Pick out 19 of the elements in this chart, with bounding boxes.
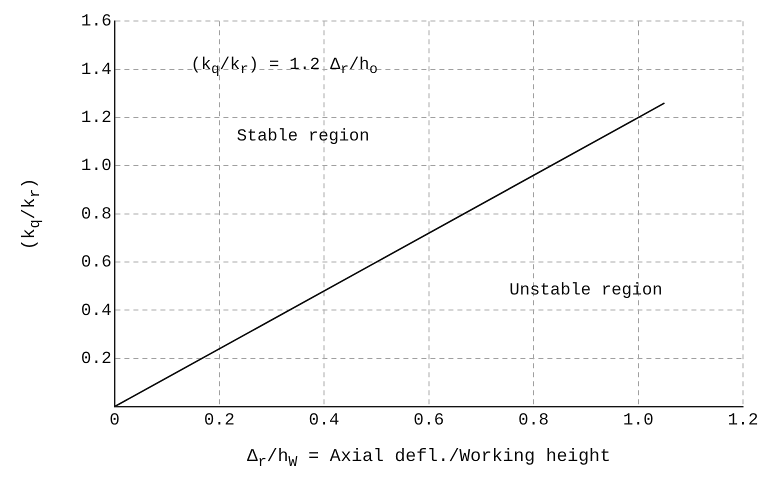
x-tick-label: 1.2 (728, 411, 758, 430)
y-tick-label: 0.4 (80, 302, 112, 321)
y-tick-label: 0.2 (80, 350, 112, 369)
x-axis-title: Δ$_{r}$/h$_{W}$ = Axial defl./Working height (246, 447, 611, 471)
x-tick-label: 0.4 (308, 411, 340, 430)
x-tick-label: 0.2 (204, 411, 235, 430)
x-tick-label: 0.6 (414, 411, 444, 430)
y-tick-label: 1.0 (80, 157, 112, 176)
x-tick-label: 0.8 (518, 411, 549, 430)
y-tick-label: 0.8 (80, 205, 112, 224)
y-tick-label: 1.2 (80, 109, 112, 128)
annotation: Stable region (236, 127, 370, 146)
annotation: Unstable region (509, 281, 662, 300)
annotation: (k$_{q}$/k$_{r}$) = 1.2 Δ$_{r}$/h$_{o}$ (190, 56, 378, 79)
x-tick-label: 0 (110, 411, 120, 430)
y-tick-label: 0.6 (80, 254, 112, 273)
y-tick-label: 1.6 (80, 12, 112, 32)
y-tick-label: 1.4 (80, 60, 112, 80)
x-tick-label: 1.0 (622, 411, 654, 430)
